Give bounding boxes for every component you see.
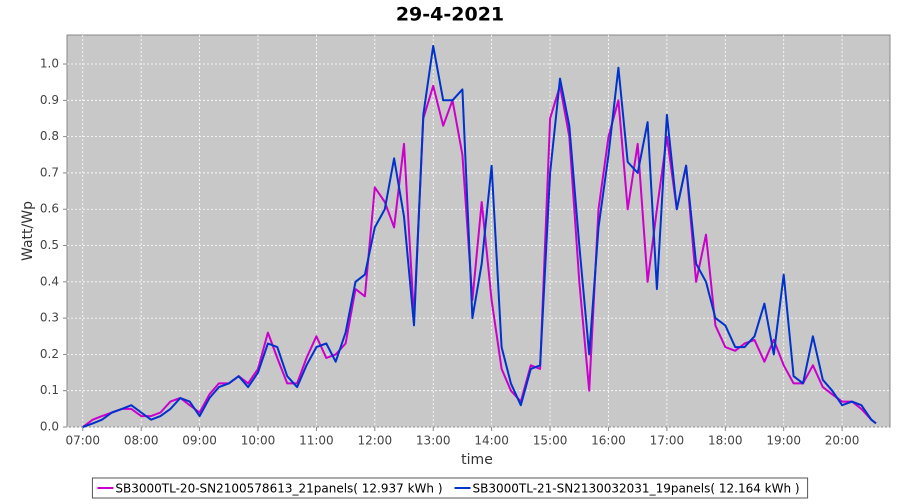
y-tick-label: 0.3 <box>40 311 59 325</box>
y-tick-label: 1.0 <box>40 57 59 71</box>
y-tick-label: 0.0 <box>40 420 59 434</box>
y-tick-label: 0.5 <box>40 238 59 252</box>
y-tick-label: 0.2 <box>40 347 59 361</box>
x-tick-label: 10:00 <box>241 434 276 448</box>
x-tick-label: 20:00 <box>825 434 860 448</box>
y-tick-label: 0.6 <box>40 202 59 216</box>
x-tick-label: 11:00 <box>299 434 334 448</box>
legend-label: SB3000TL-21-SN2130032031_19panels( 12.16… <box>473 482 800 496</box>
y-tick-label: 0.7 <box>40 165 59 179</box>
x-tick-label: 08:00 <box>124 434 159 448</box>
y-tick-label: 0.4 <box>40 274 59 288</box>
x-tick-label: 09:00 <box>182 434 217 448</box>
legend-label: SB3000TL-20-SN2100578613_21panels( 12.93… <box>115 482 442 496</box>
x-tick-label: 13:00 <box>416 434 451 448</box>
legend-box <box>91 477 809 499</box>
x-tick-label: 12:00 <box>358 434 393 448</box>
x-tick-label: 14:00 <box>474 434 509 448</box>
x-tick-label: 15:00 <box>533 434 568 448</box>
x-tick-label: 16:00 <box>591 434 626 448</box>
y-tick-label: 0.1 <box>40 383 59 397</box>
x-tick-label: 19:00 <box>766 434 801 448</box>
x-tick-label: 07:00 <box>65 434 100 448</box>
series-line <box>82 44 877 428</box>
y-tick-label: 0.9 <box>40 93 59 107</box>
chart-title: 29-4-2021 <box>396 4 504 26</box>
x-axis-label: time <box>461 452 493 468</box>
x-tick-label: 17:00 <box>650 434 685 448</box>
legend: SB3000TL-20-SN2100578613_21panels( 12.93… <box>91 477 809 499</box>
x-tick-label: 18:00 <box>708 434 743 448</box>
y-tick-label: 0.8 <box>40 129 59 143</box>
y-axis-label: Watt/Wp <box>20 201 36 261</box>
